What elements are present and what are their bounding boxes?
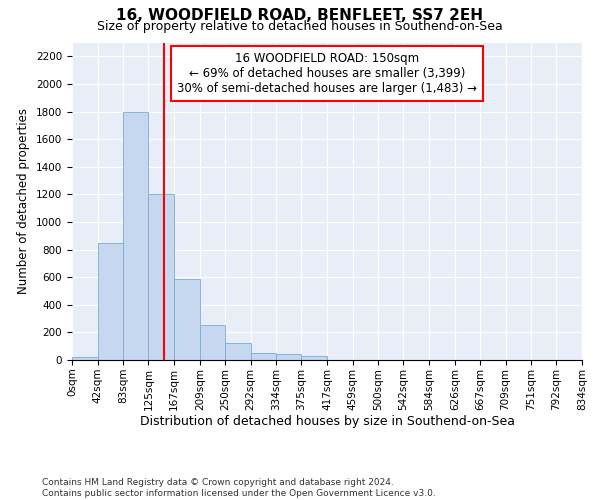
Text: 16, WOODFIELD ROAD, BENFLEET, SS7 2EH: 16, WOODFIELD ROAD, BENFLEET, SS7 2EH — [116, 8, 484, 22]
X-axis label: Distribution of detached houses by size in Southend-on-Sea: Distribution of detached houses by size … — [139, 416, 515, 428]
Text: 16 WOODFIELD ROAD: 150sqm
← 69% of detached houses are smaller (3,399)
30% of se: 16 WOODFIELD ROAD: 150sqm ← 69% of detac… — [177, 52, 477, 95]
Y-axis label: Number of detached properties: Number of detached properties — [17, 108, 31, 294]
Bar — [174, 278, 200, 360]
Text: Contains HM Land Registry data © Crown copyright and database right 2024.
Contai: Contains HM Land Registry data © Crown c… — [42, 478, 436, 498]
Bar — [251, 353, 276, 360]
Bar — [98, 244, 123, 360]
Bar — [301, 356, 327, 360]
Bar — [225, 342, 251, 360]
Bar — [200, 325, 225, 360]
Text: Size of property relative to detached houses in Southend-on-Sea: Size of property relative to detached ho… — [97, 20, 503, 33]
Bar — [123, 112, 148, 360]
Bar — [276, 354, 301, 360]
Bar — [72, 356, 98, 360]
Bar — [148, 194, 174, 360]
